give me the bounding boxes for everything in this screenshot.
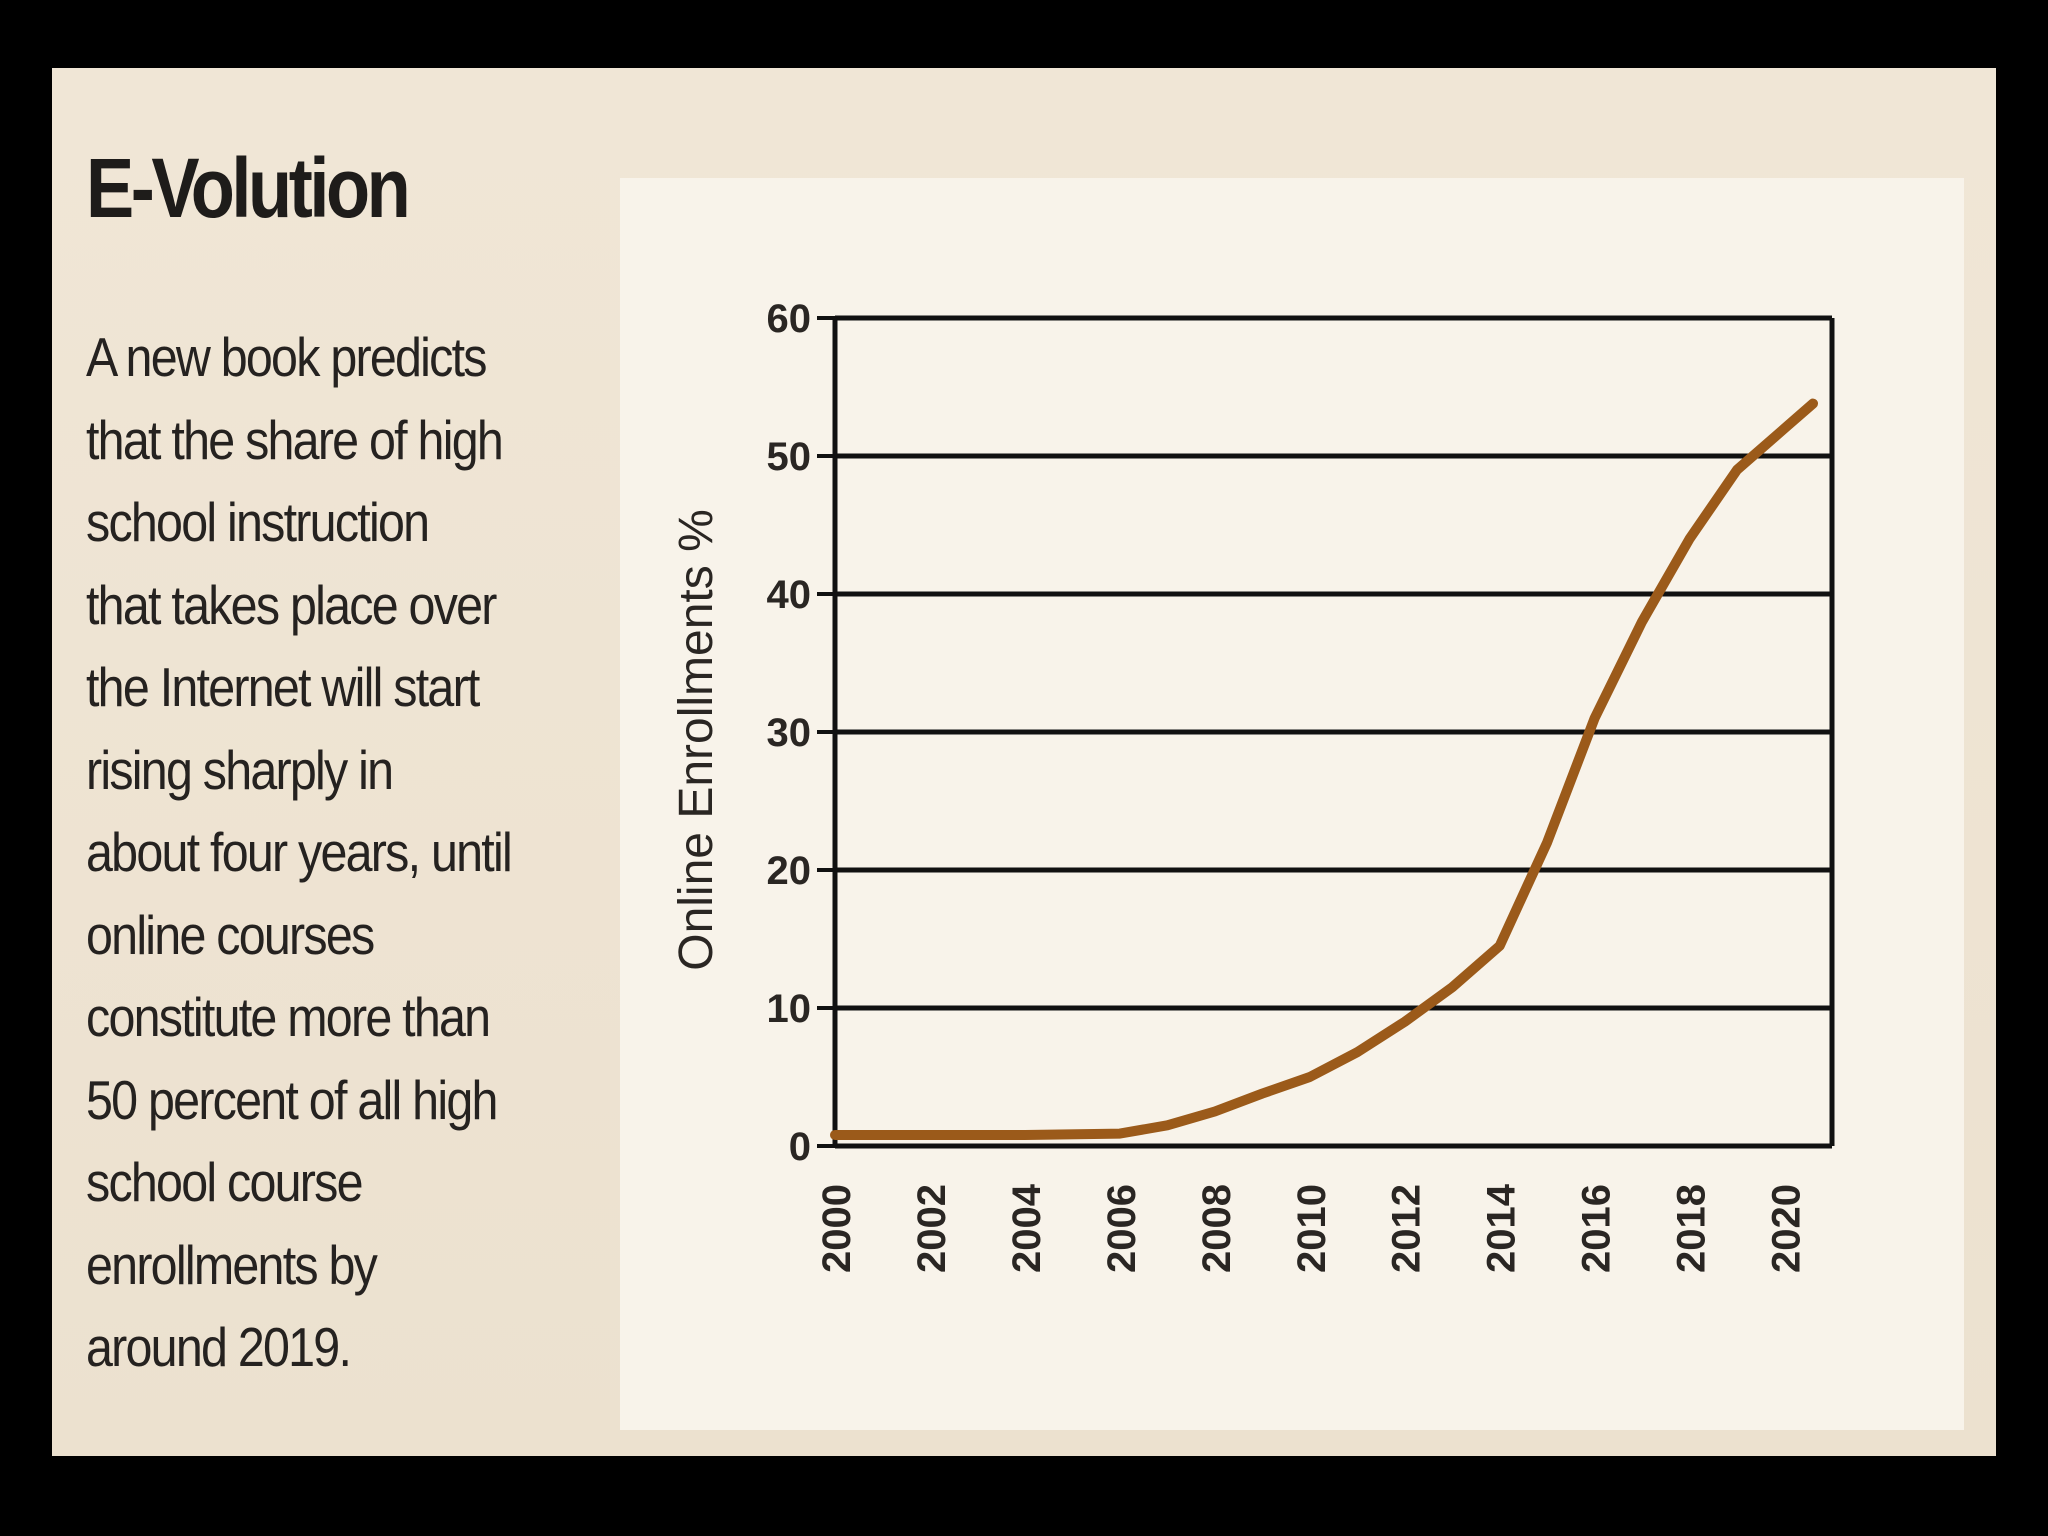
description-line: school course (86, 1151, 364, 1213)
x-tick-label: 2002 (910, 1184, 954, 1273)
infographic-panel: E-Volution A new book predicts that the s… (52, 68, 1996, 1456)
x-tick-label: 2004 (1005, 1183, 1049, 1273)
x-tick-label: 2008 (1195, 1184, 1239, 1273)
description-line: rising sharply in (86, 738, 394, 801)
page-title: E-Volution (86, 141, 411, 235)
y-tick-label: 40 (767, 573, 812, 617)
y-tick-label: 10 (767, 987, 812, 1031)
y-tick-label: 0 (789, 1125, 811, 1169)
x-tick-label: 2018 (1670, 1184, 1714, 1273)
x-tick-label: 2006 (1100, 1184, 1144, 1273)
description-line: about four years, until (86, 821, 513, 883)
x-tick-label: 2012 (1385, 1184, 1429, 1273)
y-tick-label: 60 (767, 297, 812, 341)
description-line: online courses (86, 903, 375, 966)
series-line (830, 398, 1819, 1140)
description-line: around 2019. (86, 1316, 352, 1378)
y-tick-label: 20 (767, 849, 812, 893)
description-line: 50 percent of all high (86, 1068, 498, 1131)
description-text: A new book predicts that the share of hig… (86, 316, 569, 1389)
description-line: that the share of high (86, 408, 504, 471)
description-line: that takes place over (86, 573, 497, 636)
y-tick-label: 30 (767, 711, 812, 755)
description-line: constitute more than (86, 986, 491, 1048)
chart-background (620, 178, 1964, 1430)
description-line: A new book predicts (86, 326, 487, 388)
description-line: enrollments by (86, 1233, 378, 1296)
x-tick-label: 2016 (1575, 1184, 1619, 1273)
x-tick-label: 2000 (815, 1184, 859, 1273)
description-line: the Internet will start (86, 656, 480, 718)
y-tick-label: 50 (767, 435, 812, 479)
x-tick-label: 2020 (1765, 1184, 1809, 1273)
y-axis-title: Online Enrollments % (670, 509, 723, 971)
x-tick-label: 2010 (1290, 1184, 1334, 1273)
x-tick-label: 2014 (1480, 1183, 1524, 1273)
description-line: school instruction (86, 491, 430, 553)
